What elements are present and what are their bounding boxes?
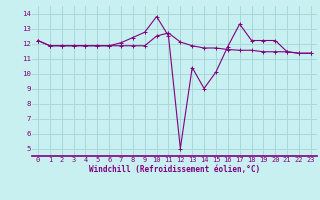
X-axis label: Windchill (Refroidissement éolien,°C): Windchill (Refroidissement éolien,°C) [89,165,260,174]
